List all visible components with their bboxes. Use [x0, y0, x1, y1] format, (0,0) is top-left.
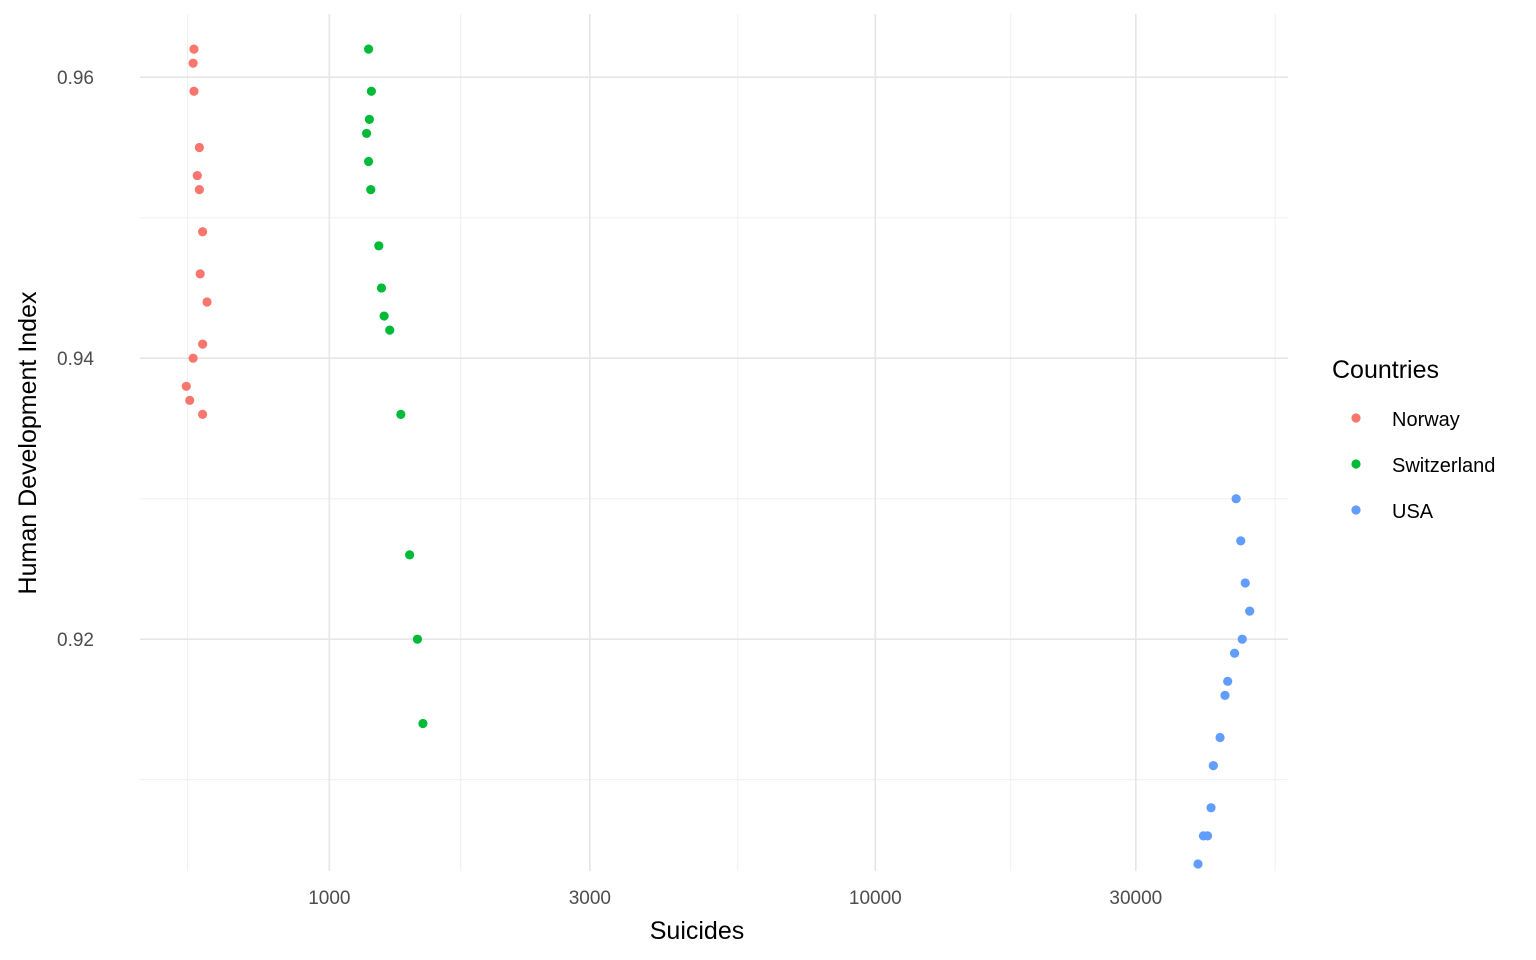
data-point-switzerland	[396, 409, 406, 420]
x-axis-title: Suicides	[650, 917, 745, 945]
data-point-usa	[1215, 732, 1225, 743]
data-point-switzerland	[366, 185, 376, 195]
legend-key-usa	[1351, 505, 1361, 515]
major-gridlines	[140, 14, 1288, 871]
data-point-switzerland	[405, 550, 415, 560]
data-point-norway	[195, 269, 205, 279]
data-point-switzerland	[363, 156, 374, 167]
data-point-usa	[1220, 690, 1230, 700]
x-tick-label: 10000	[849, 888, 902, 909]
data-point-switzerland	[385, 325, 395, 335]
data-point-switzerland	[418, 718, 428, 729]
data-point-norway	[188, 58, 198, 68]
data-point-usa	[1229, 648, 1240, 658]
data-point-usa	[1231, 494, 1241, 504]
data-point-switzerland	[366, 86, 376, 96]
data-point-usa	[1237, 634, 1247, 644]
legend-label-norway: Norway	[1392, 409, 1460, 431]
y-tick-label: 0.96	[57, 68, 94, 89]
data-point-switzerland	[361, 128, 372, 139]
data-point-norway	[181, 381, 191, 391]
data-point-usa	[1240, 578, 1250, 588]
data-point-switzerland	[374, 241, 384, 251]
data-points	[181, 44, 1255, 869]
data-point-usa	[1202, 831, 1213, 841]
legend-label-usa: USA	[1392, 501, 1434, 523]
data-point-norway	[189, 44, 199, 54]
y-axis-title: Human Development Index	[14, 291, 42, 594]
data-point-norway	[185, 395, 195, 405]
data-point-usa	[1206, 803, 1216, 813]
legend: Countries Norway Switzerland USA	[1332, 356, 1495, 523]
data-point-norway	[198, 227, 208, 237]
data-point-norway	[198, 409, 208, 420]
data-point-norway	[198, 339, 208, 349]
data-point-switzerland	[376, 283, 387, 293]
x-tick-label: 1000	[308, 888, 350, 909]
data-point-usa	[1208, 761, 1218, 771]
data-point-usa	[1236, 536, 1246, 546]
x-axis-ticks: 1000 3000 10000 30000	[308, 888, 1162, 909]
y-tick-label: 0.94	[57, 349, 94, 370]
data-point-switzerland	[364, 114, 374, 124]
data-point-switzerland	[412, 634, 423, 644]
data-point-norway	[188, 353, 198, 363]
legend-label-switzerland: Switzerland	[1392, 455, 1495, 477]
minor-gridlines	[140, 14, 1288, 871]
legend-key-switzerland	[1351, 459, 1361, 469]
legend-items: Norway Switzerland USA	[1351, 409, 1495, 523]
data-point-norway	[192, 170, 202, 181]
y-tick-label: 0.92	[57, 630, 94, 651]
legend-key-norway	[1351, 413, 1361, 423]
x-tick-label: 30000	[1109, 888, 1162, 909]
x-tick-label: 3000	[569, 888, 611, 909]
data-point-norway	[189, 86, 199, 96]
data-point-switzerland	[363, 44, 374, 54]
data-point-usa	[1245, 606, 1255, 616]
data-point-norway	[202, 297, 212, 307]
data-point-usa	[1223, 676, 1233, 686]
legend-title: Countries	[1332, 356, 1439, 384]
data-point-norway	[194, 185, 204, 195]
data-point-usa	[1193, 859, 1203, 869]
data-point-norway	[194, 142, 204, 153]
data-point-switzerland	[379, 311, 389, 321]
y-axis-ticks: 0.92 0.94 0.96	[57, 68, 94, 651]
